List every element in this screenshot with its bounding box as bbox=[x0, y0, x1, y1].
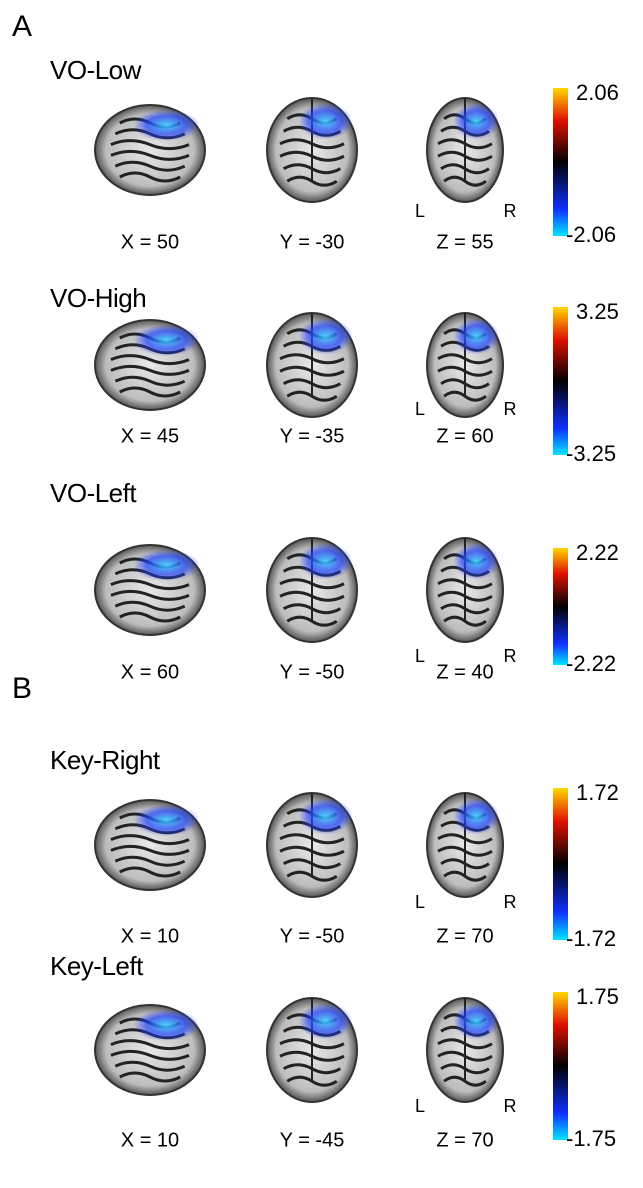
colorbar-min: -1.75 bbox=[566, 1126, 616, 1151]
orientation-label: R bbox=[504, 892, 517, 912]
colorbar-min: -3.25 bbox=[566, 441, 616, 466]
slice-label: Y = -45 bbox=[280, 1129, 345, 1151]
brain-slice bbox=[267, 538, 357, 642]
row-title: VO-Left bbox=[50, 478, 137, 508]
slice-label: Z = 55 bbox=[436, 231, 493, 253]
activation bbox=[299, 543, 353, 579]
panel-label: B bbox=[12, 672, 32, 705]
colorbar-min: -2.22 bbox=[566, 651, 616, 676]
colorbar-max: 3.25 bbox=[576, 299, 619, 324]
slice-label: X = 60 bbox=[121, 661, 179, 683]
activation bbox=[134, 325, 200, 357]
slice-label: X = 10 bbox=[121, 925, 179, 947]
activation bbox=[299, 103, 353, 139]
brain-slice bbox=[95, 1005, 205, 1095]
brain-slice bbox=[427, 793, 503, 897]
brain-slice bbox=[95, 545, 205, 635]
brain-slice bbox=[95, 105, 205, 195]
brain-slice bbox=[95, 320, 205, 410]
colorbar bbox=[553, 88, 568, 236]
brain-slice bbox=[95, 800, 205, 890]
orientation-label: R bbox=[504, 399, 517, 419]
panel-label: A bbox=[12, 10, 32, 43]
brain-slice bbox=[427, 313, 503, 417]
slice-label: Z = 70 bbox=[436, 1129, 493, 1151]
colorbar-min: -2.06 bbox=[566, 222, 616, 247]
activation bbox=[454, 318, 500, 354]
activation bbox=[299, 318, 353, 354]
slice-label: X = 45 bbox=[121, 425, 179, 447]
slice-label: Z = 70 bbox=[436, 925, 493, 947]
brain-slice bbox=[427, 98, 503, 202]
figure: A VO-Low X = 50 Y = -30 Z = 55 L R 2.06 -2.06 VO-… bbox=[0, 0, 643, 1188]
orientation-label: R bbox=[504, 201, 517, 221]
slice-label: Y = -50 bbox=[280, 661, 345, 683]
activation bbox=[299, 798, 353, 834]
activation bbox=[454, 1003, 500, 1039]
row-title: Key-Left bbox=[50, 951, 144, 981]
row-title: VO-Low bbox=[50, 55, 142, 85]
brain-slice bbox=[267, 998, 357, 1102]
colorbar-max: 1.75 bbox=[576, 984, 619, 1009]
row-title: VO-High bbox=[50, 283, 146, 313]
slice-label: Y = -30 bbox=[280, 231, 345, 253]
colorbar-max: 2.06 bbox=[576, 80, 619, 105]
colorbar bbox=[553, 788, 568, 940]
colorbar-min: -1.72 bbox=[566, 926, 616, 951]
slice-label: X = 10 bbox=[121, 1129, 179, 1151]
activation bbox=[134, 550, 200, 582]
orientation-label: L bbox=[415, 399, 425, 419]
slice-label: X = 50 bbox=[121, 231, 179, 253]
row-title: Key-Right bbox=[50, 745, 161, 775]
activation bbox=[454, 103, 500, 139]
orientation-label: L bbox=[415, 201, 425, 221]
orientation-label: L bbox=[415, 1096, 425, 1116]
colorbar bbox=[553, 548, 568, 665]
activation bbox=[454, 543, 500, 579]
orientation-label: L bbox=[415, 646, 425, 666]
brain-slice bbox=[427, 538, 503, 642]
orientation-label: R bbox=[504, 1096, 517, 1116]
slice-label: Y = -35 bbox=[280, 425, 345, 447]
colorbar-max: 2.22 bbox=[576, 540, 619, 565]
orientation-label: R bbox=[504, 646, 517, 666]
activation bbox=[134, 1010, 200, 1042]
colorbar bbox=[553, 307, 568, 455]
brain-slice bbox=[267, 98, 357, 202]
brain-slice bbox=[267, 793, 357, 897]
slice-label: Y = -50 bbox=[280, 925, 345, 947]
slice-label: Z = 60 bbox=[436, 425, 493, 447]
activation bbox=[299, 1003, 353, 1039]
colorbar-max: 1.72 bbox=[576, 780, 619, 805]
activation bbox=[134, 805, 200, 837]
brain-slice bbox=[267, 313, 357, 417]
activation bbox=[454, 798, 500, 834]
colorbar bbox=[553, 992, 568, 1140]
slice-label: Z = 40 bbox=[436, 661, 493, 683]
activation bbox=[134, 110, 200, 142]
brain-slice bbox=[427, 998, 503, 1102]
orientation-label: L bbox=[415, 892, 425, 912]
